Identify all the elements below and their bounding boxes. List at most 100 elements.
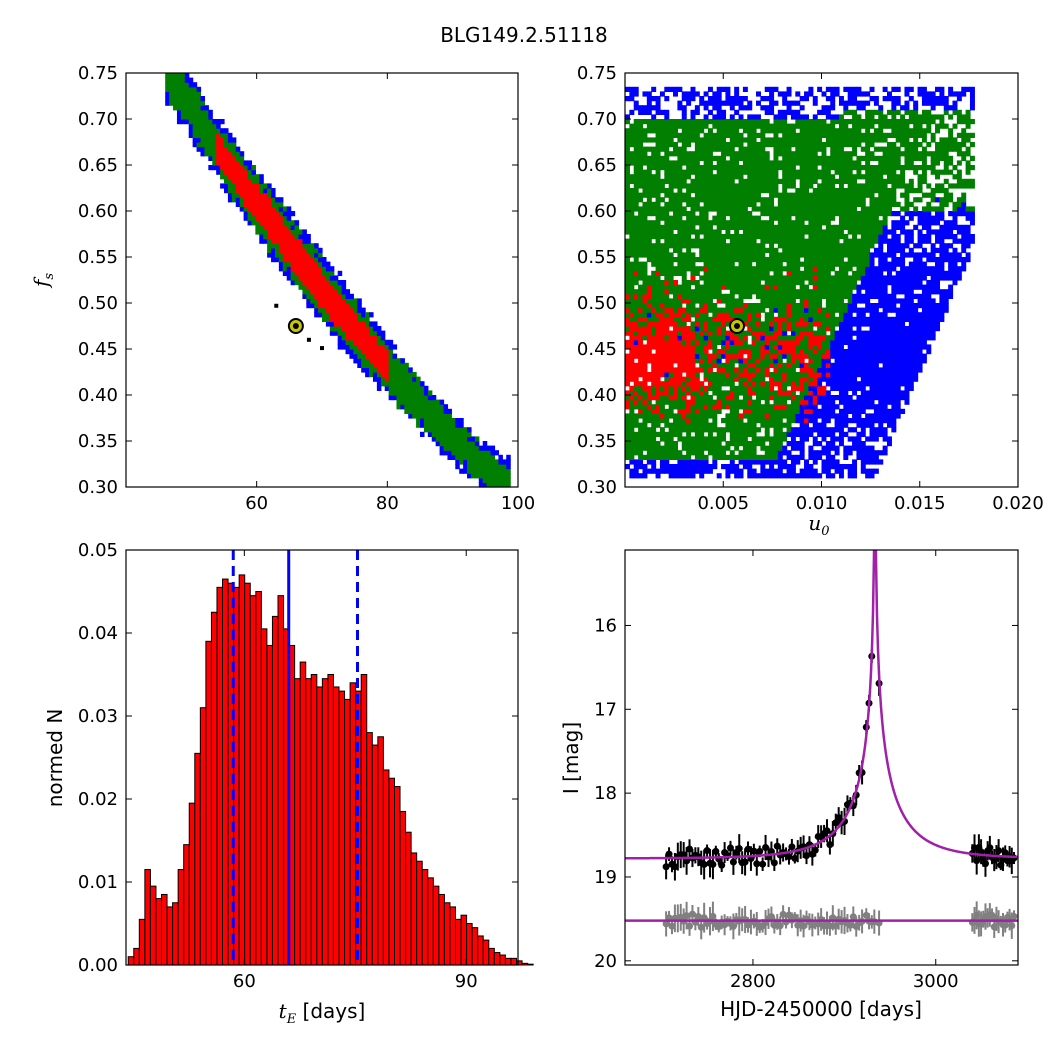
heatmap-cell — [325, 312, 331, 318]
heatmap-cell — [734, 165, 740, 171]
heatmap-cell — [825, 252, 831, 258]
heatmap-cell — [251, 215, 256, 221]
heatmap-cell — [734, 160, 740, 166]
heatmap-cell — [376, 344, 382, 350]
heatmap-cell — [790, 169, 796, 175]
heatmap-cell — [455, 418, 460, 424]
heatmap-cell — [795, 344, 801, 350]
heatmap-cell — [677, 137, 683, 143]
heatmap-cell — [795, 211, 801, 217]
y-tick-label: 0.65 — [78, 155, 118, 176]
heatmap-cell — [677, 165, 683, 171]
heatmap-cell — [734, 234, 740, 240]
heatmap-cell — [825, 183, 831, 189]
heatmap-cell — [306, 252, 311, 258]
heatmap-cell — [686, 215, 692, 221]
heatmap-cell — [734, 215, 740, 221]
heatmap-cell — [642, 137, 648, 143]
heatmap-cell — [716, 206, 722, 212]
heatmap-cell — [329, 298, 335, 304]
heatmap-cell — [790, 257, 796, 263]
heatmap-cell — [707, 174, 713, 180]
heatmap-cell — [716, 307, 722, 313]
heatmap-cell — [769, 335, 775, 341]
heatmap-cell — [817, 197, 823, 203]
heatmap-cell — [773, 284, 779, 290]
heatmap-cell — [467, 468, 472, 474]
heatmap-cell — [681, 137, 687, 143]
heatmap-cell — [795, 385, 801, 391]
heatmap-cell — [188, 82, 194, 88]
heatmap-cell — [760, 459, 766, 465]
heatmap-cell — [703, 188, 709, 194]
heatmap-cell — [664, 464, 670, 470]
heatmap-cell — [760, 358, 766, 364]
heatmap-cell — [322, 298, 327, 304]
heatmap-cell — [681, 174, 687, 180]
heatmap-cell — [742, 321, 748, 327]
heatmap-cell — [804, 151, 809, 157]
heatmap-cell — [192, 86, 198, 92]
heatmap-cell — [337, 321, 343, 327]
heatmap-cell — [681, 105, 687, 111]
heatmap-cell — [353, 339, 358, 345]
heatmap-cell — [673, 381, 678, 387]
heatmap-cell — [686, 298, 692, 304]
heatmap-cell — [756, 220, 761, 226]
heatmap-cell — [239, 188, 245, 194]
heatmap-cell — [742, 459, 748, 465]
heatmap-cell — [742, 257, 748, 263]
heatmap-cell — [777, 464, 783, 470]
heatmap-cell — [756, 353, 761, 359]
heatmap-cell — [651, 468, 657, 474]
heatmap-cell — [341, 330, 347, 336]
heatmap-cell — [664, 261, 670, 267]
heatmap-cell — [751, 339, 757, 345]
heatmap-cell — [825, 468, 831, 474]
heatmap-cell — [790, 261, 796, 267]
heatmap-cell — [642, 385, 648, 391]
heatmap-cell — [790, 436, 796, 442]
heatmap-cell — [673, 174, 678, 180]
heatmap-cell — [777, 178, 783, 184]
heatmap-cell — [655, 197, 661, 203]
heatmap-cell — [716, 201, 722, 207]
heatmap-cell — [298, 243, 303, 249]
heatmap-cell — [712, 326, 718, 332]
heatmap-cell — [646, 146, 652, 152]
heatmap-cell — [734, 211, 740, 217]
heatmap-cell — [769, 436, 775, 442]
heatmap-cell — [707, 183, 713, 189]
heatmap-cell — [699, 381, 705, 387]
heatmap-cell — [325, 261, 331, 267]
heatmap-cell — [681, 353, 687, 359]
heatmap-cell — [838, 436, 844, 442]
heatmap-cell — [742, 128, 748, 134]
heatmap-cell — [825, 335, 831, 341]
heatmap-cell — [655, 422, 661, 428]
heatmap-cell — [769, 192, 775, 198]
heatmap-cell — [725, 367, 731, 373]
heatmap-cell — [439, 441, 445, 447]
heatmap-cell — [353, 335, 358, 341]
heatmap-cell — [278, 243, 284, 249]
heatmap-cell — [699, 349, 705, 355]
heatmap-cell — [817, 132, 823, 138]
heatmap-cell — [756, 367, 761, 373]
heatmap-cell — [677, 468, 683, 474]
heatmap-cell — [847, 247, 853, 253]
heatmap-cell — [699, 431, 705, 437]
heatmap-cell — [812, 234, 818, 240]
heatmap-cell — [703, 91, 709, 97]
heatmap-cell — [451, 441, 456, 447]
heatmap-cell — [325, 289, 331, 295]
heatmap-cell — [734, 349, 740, 355]
heatmap-cell — [760, 436, 766, 442]
heatmap-cell — [638, 174, 644, 180]
heatmap-cell — [686, 399, 692, 405]
heatmap-cell — [725, 146, 731, 152]
heatmap-cell — [830, 174, 836, 180]
heatmap-cell — [659, 284, 665, 290]
heatmap-cell — [638, 266, 644, 272]
heatmap-cell — [742, 335, 748, 341]
